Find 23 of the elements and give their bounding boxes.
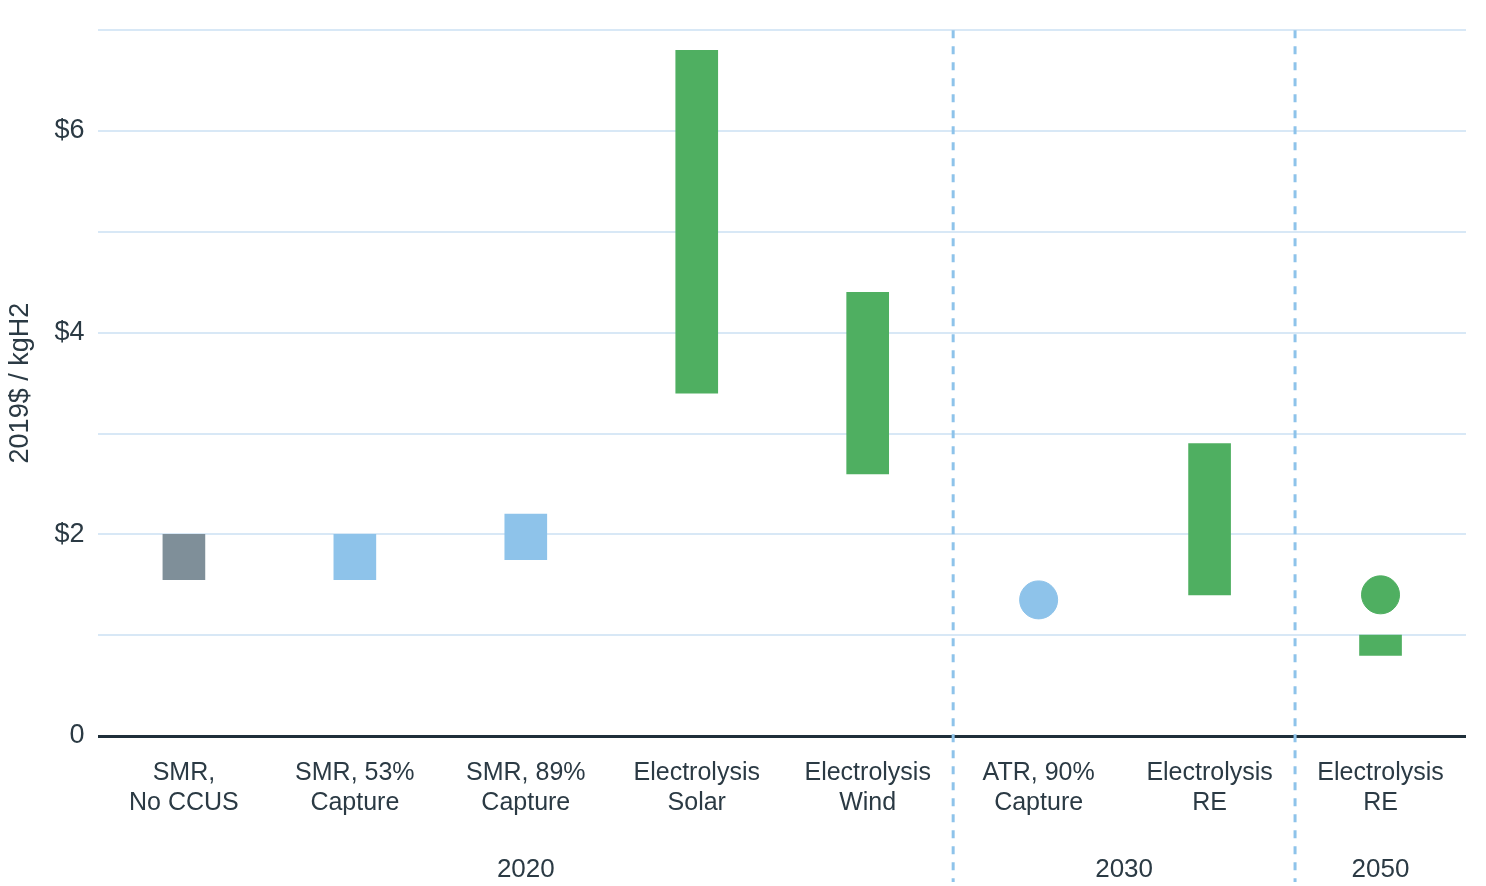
bar bbox=[333, 534, 377, 581]
x-tick-label: SMR, 89% Capture bbox=[466, 756, 586, 815]
text: 2020 bbox=[496, 853, 555, 884]
x-tick-label: Electrolysis RE bbox=[1317, 756, 1444, 815]
y-tick-label: $4 bbox=[54, 316, 85, 347]
x-tick-label: Electrolysis RE bbox=[1146, 756, 1273, 815]
text: 2030 bbox=[1095, 853, 1154, 884]
bar bbox=[1188, 443, 1231, 596]
x-tick-label: SMR, No CCUS bbox=[129, 756, 239, 815]
x-tick-label: ATR, 90% Capture bbox=[982, 756, 1095, 815]
bar bbox=[162, 534, 206, 581]
bar bbox=[1359, 634, 1402, 656]
y-tick-label: $6 bbox=[54, 114, 85, 145]
y-tick-label: $2 bbox=[54, 517, 85, 548]
text: 2050 bbox=[1351, 853, 1410, 884]
x-tick-label: Electrolysis Solar bbox=[633, 756, 760, 815]
bar bbox=[846, 292, 890, 475]
x-tick-label: SMR, 53% Capture bbox=[295, 756, 415, 815]
bar bbox=[504, 513, 548, 560]
x-tick-label: Electrolysis Wind bbox=[804, 756, 931, 815]
y-axis-title: 2019$ / kgH2 bbox=[3, 302, 34, 464]
bar bbox=[675, 50, 719, 394]
y-tick-label: 0 bbox=[69, 719, 85, 750]
